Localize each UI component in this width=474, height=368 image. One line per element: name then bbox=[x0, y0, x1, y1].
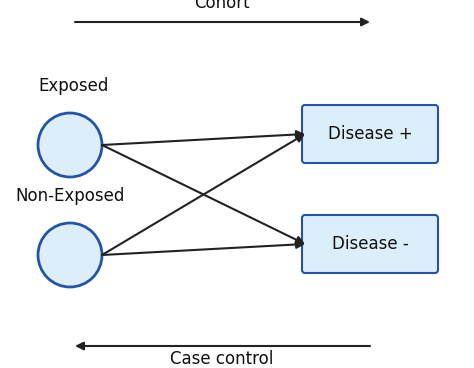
Ellipse shape bbox=[38, 223, 102, 287]
Text: Non-Exposed: Non-Exposed bbox=[15, 187, 124, 205]
Text: Cohort: Cohort bbox=[194, 0, 250, 12]
Ellipse shape bbox=[38, 113, 102, 177]
FancyBboxPatch shape bbox=[302, 105, 438, 163]
Text: Case control: Case control bbox=[170, 350, 273, 368]
Text: Disease +: Disease + bbox=[328, 125, 412, 143]
Text: Disease -: Disease - bbox=[332, 235, 409, 253]
Text: Exposed: Exposed bbox=[38, 77, 109, 95]
FancyBboxPatch shape bbox=[302, 215, 438, 273]
